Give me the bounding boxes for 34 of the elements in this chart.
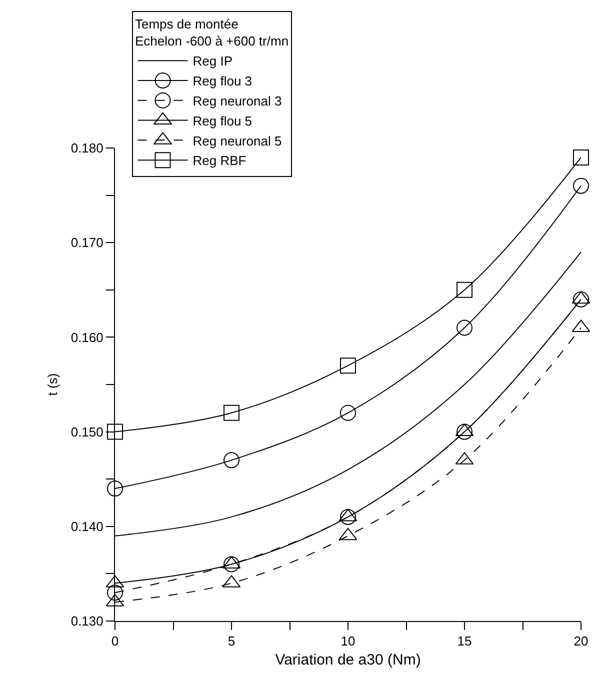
- y-tick-label: 0.180: [70, 140, 104, 156]
- y-tick-label: 0.140: [70, 518, 104, 534]
- legend-title: Temps de montée Echelon -600 à +600 tr/mn: [134, 16, 289, 49]
- point: [224, 556, 240, 572]
- x-tick-label: 15: [457, 634, 472, 649]
- legend-label: Reg neuronal 3: [192, 93, 282, 108]
- point: [107, 424, 123, 440]
- y-tick-label: 0.160: [70, 330, 104, 345]
- point: [456, 320, 472, 336]
- legend-label: Reg flou 5: [192, 113, 252, 128]
- y-tick-label: 0.170: [70, 235, 104, 250]
- x-tick-label: 0: [111, 634, 119, 649]
- x-tick-label: 20: [574, 634, 588, 649]
- point: [573, 178, 589, 194]
- y-tick-label: 0.130: [70, 614, 104, 629]
- point: [573, 291, 589, 308]
- point: [224, 452, 240, 468]
- point: [224, 404, 240, 421]
- legend-label: Reg flou 3: [192, 74, 252, 89]
- y-tick-label: 0.150: [70, 424, 104, 440]
- point: [340, 404, 356, 421]
- x-tick-label: 10: [340, 634, 356, 649]
- point: [456, 424, 472, 440]
- point: [340, 358, 356, 374]
- y-axis-title: t (s): [44, 373, 60, 396]
- x-axis-title: Variation de a30 (Nm): [275, 652, 421, 669]
- legend-label: Reg neuronal 5: [192, 133, 282, 148]
- point: [456, 282, 472, 298]
- point: [340, 508, 356, 525]
- legend-label: Reg RBF: [192, 153, 246, 168]
- point: [107, 480, 123, 497]
- point: [573, 149, 589, 166]
- x-tick-label: 5: [228, 634, 236, 649]
- legend-label: Reg IP: [192, 54, 233, 69]
